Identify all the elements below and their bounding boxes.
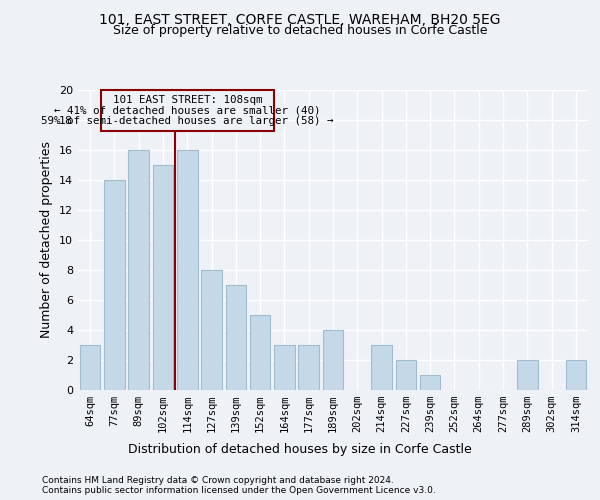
Bar (274, 345, 295, 390)
Bar (201, 270, 222, 390)
Bar (128, 150, 149, 390)
Text: ← 41% of detached houses are smaller (40): ← 41% of detached houses are smaller (40… (54, 106, 320, 116)
Bar (323, 330, 343, 390)
Bar (371, 345, 392, 390)
Bar (420, 375, 440, 390)
Bar (250, 315, 271, 390)
Bar (226, 285, 246, 390)
Text: Contains public sector information licensed under the Open Government Licence v3: Contains public sector information licen… (42, 486, 436, 495)
Bar (395, 360, 416, 390)
Bar (104, 180, 125, 390)
Text: 59% of semi-detached houses are larger (58) →: 59% of semi-detached houses are larger (… (41, 116, 334, 126)
FancyBboxPatch shape (101, 90, 274, 131)
Bar (517, 360, 538, 390)
Y-axis label: Number of detached properties: Number of detached properties (40, 142, 53, 338)
Bar (566, 360, 586, 390)
Text: Contains HM Land Registry data © Crown copyright and database right 2024.: Contains HM Land Registry data © Crown c… (42, 476, 394, 485)
Bar (177, 150, 197, 390)
Text: 101 EAST STREET: 108sqm: 101 EAST STREET: 108sqm (113, 95, 262, 105)
Bar (80, 345, 100, 390)
Bar (298, 345, 319, 390)
Text: Distribution of detached houses by size in Corfe Castle: Distribution of detached houses by size … (128, 442, 472, 456)
Text: 101, EAST STREET, CORFE CASTLE, WAREHAM, BH20 5EG: 101, EAST STREET, CORFE CASTLE, WAREHAM,… (99, 12, 501, 26)
Bar (152, 165, 173, 390)
Text: Size of property relative to detached houses in Corfe Castle: Size of property relative to detached ho… (113, 24, 487, 37)
